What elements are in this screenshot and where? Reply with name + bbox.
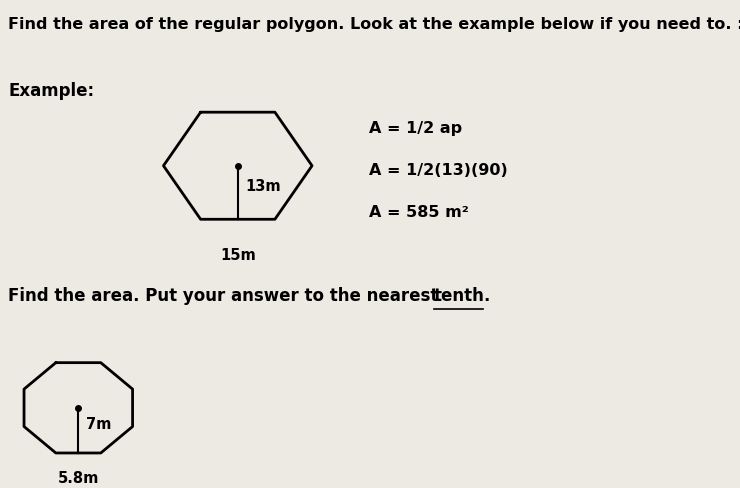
Text: 5.8m: 5.8m xyxy=(58,470,99,486)
Text: tenth: tenth xyxy=(434,287,485,305)
Text: A = 1/2 ap: A = 1/2 ap xyxy=(369,121,462,136)
Text: .: . xyxy=(483,287,490,305)
Text: 7m: 7m xyxy=(86,417,112,432)
Text: 13m: 13m xyxy=(246,179,281,194)
Text: Find the area of the regular polygon. Look at the example below if you need to. : Find the area of the regular polygon. Lo… xyxy=(8,17,740,32)
Text: A = 585 m²: A = 585 m² xyxy=(369,205,469,220)
Text: 15m: 15m xyxy=(220,248,255,264)
Text: A = 1/2(13)(90): A = 1/2(13)(90) xyxy=(369,163,508,178)
Text: Example:: Example: xyxy=(8,82,95,100)
Text: Find the area. Put your answer to the nearest: Find the area. Put your answer to the ne… xyxy=(8,287,445,305)
